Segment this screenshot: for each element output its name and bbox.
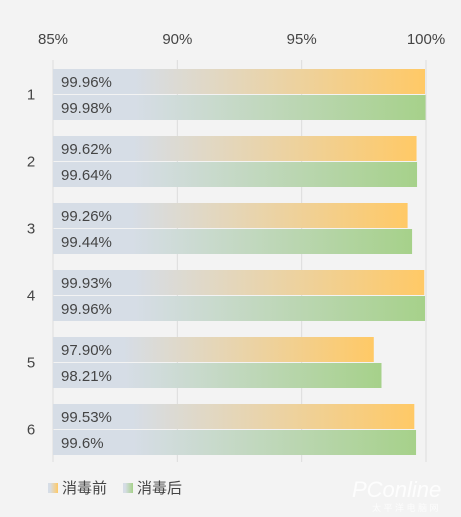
bar-before-6 (53, 404, 415, 429)
category-label: 5 (27, 355, 35, 372)
bar-after-3 (53, 229, 413, 254)
data-label: 99.26% (61, 208, 112, 225)
bar-before-1 (53, 69, 426, 94)
data-label: 99.64% (61, 167, 112, 184)
gridlines (52, 60, 427, 462)
pconline-watermark: PConline 太 平 洋 电 脑 网 (352, 477, 441, 513)
data-label: 99.6% (61, 435, 104, 452)
bar-before-2 (53, 136, 417, 161)
data-label: 99.44% (61, 234, 112, 251)
legend-swatch (123, 483, 133, 493)
x-tick-label: 85% (38, 31, 68, 48)
legend: 消毒前 消毒后 (48, 480, 182, 497)
bar-after-1 (53, 95, 426, 120)
data-label: 97.90% (61, 342, 112, 359)
category-label: 4 (27, 288, 35, 305)
bar-before-3 (53, 203, 408, 228)
data-label: 99.98% (61, 100, 112, 117)
data-label: 99.96% (61, 74, 112, 91)
x-tick-label: 90% (162, 31, 192, 48)
bars: 99.96% 99.98% 99.62% 99.64% 99.26% 99.44% 99.9… (53, 69, 426, 455)
bar-before-4 (53, 270, 425, 295)
x-axis-ticks: 85% 90% 95% 100% (38, 31, 445, 48)
bar-after-5 (53, 363, 382, 388)
data-label: 99.96% (61, 301, 112, 318)
category-label: 2 (27, 154, 35, 171)
bar-after-2 (53, 162, 418, 187)
legend-label: 消毒后 (137, 480, 182, 497)
category-label: 3 (27, 221, 35, 238)
data-label: 98.21% (61, 368, 112, 385)
category-labels: 1 2 3 4 5 6 (27, 87, 35, 439)
bar-after-6 (53, 430, 417, 455)
x-tick-label: 100% (407, 31, 445, 48)
bar-after-4 (53, 296, 426, 321)
data-label: 99.53% (61, 409, 112, 426)
legend-swatch (48, 483, 58, 493)
x-tick-label: 95% (287, 31, 317, 48)
watermark-subtext: 太 平 洋 电 脑 网 (372, 502, 439, 513)
data-label: 99.62% (61, 141, 112, 158)
legend-label: 消毒前 (62, 480, 107, 497)
watermark-text: PConline (352, 477, 441, 502)
bar-before-5 (53, 337, 374, 362)
data-label: 99.93% (61, 275, 112, 292)
category-label: 6 (27, 422, 35, 439)
category-label: 1 (27, 87, 35, 104)
